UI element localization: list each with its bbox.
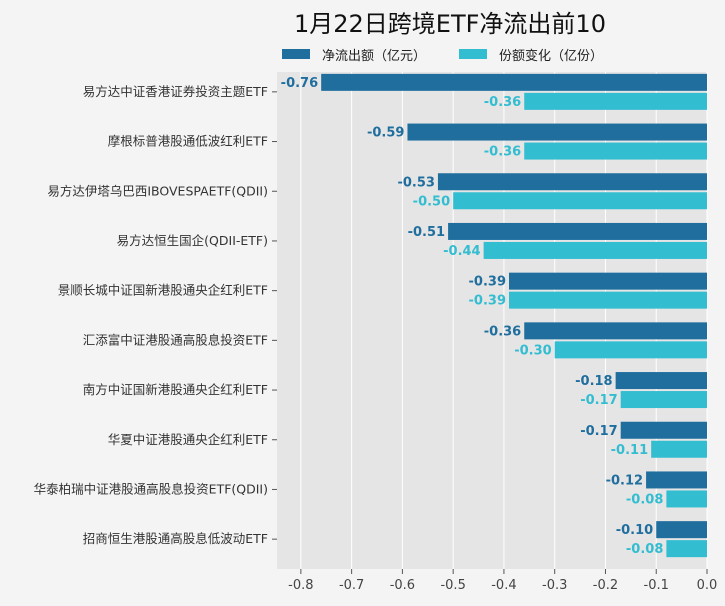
bar-net-outflow <box>656 521 707 539</box>
data-label: -0.17 <box>580 424 617 439</box>
legend-label-share-change: 份额变化（亿份） <box>499 48 603 64</box>
category-label: 摩根标普港股通低波红利ETF <box>108 134 268 149</box>
x-tick-label: -0.3 <box>542 578 567 593</box>
data-label: -0.76 <box>281 76 318 91</box>
category-label: 易方达伊塔乌巴西IBOVESPAETF(QDII) <box>47 183 268 198</box>
category-label: 华泰柏瑞中证港股通高股息投资ETF(QDII) <box>34 481 268 496</box>
data-label: -0.11 <box>611 443 648 458</box>
data-label: -0.39 <box>469 294 506 309</box>
data-label: -0.50 <box>413 194 450 209</box>
category-label: 南方中证国新港股通央企红利ETF <box>83 382 268 397</box>
category-label: 景顺长城中证国新港股通央企红利ETF <box>58 283 268 298</box>
data-label: -0.53 <box>397 175 434 190</box>
legend-swatch-share-change <box>459 49 487 59</box>
data-label: -0.08 <box>626 492 663 507</box>
x-tick-label: -0.8 <box>288 578 313 593</box>
data-label: -0.12 <box>606 473 643 488</box>
bar-net-outflow <box>437 173 707 191</box>
bar-share-change <box>620 391 707 409</box>
bar-net-outflow <box>524 322 707 340</box>
bar-share-change <box>524 142 707 160</box>
data-label: -0.36 <box>484 145 521 160</box>
bar-net-outflow <box>620 421 707 439</box>
legend-label-net-outflow: 净流出额（亿元） <box>322 49 426 64</box>
data-label: -0.10 <box>616 523 653 538</box>
bar-net-outflow <box>448 222 707 240</box>
x-tick-label: -0.7 <box>339 578 364 593</box>
data-label: -0.59 <box>367 126 404 141</box>
bar-net-outflow <box>509 272 707 290</box>
data-label: -0.08 <box>626 542 663 557</box>
legend-swatch-net-outflow <box>282 49 310 59</box>
bar-share-change <box>651 440 707 458</box>
x-tick-label: -0.6 <box>390 578 415 593</box>
data-label: -0.17 <box>580 393 617 408</box>
data-label: -0.30 <box>514 343 551 358</box>
data-label: -0.39 <box>469 275 506 290</box>
x-tick-label: 0.0 <box>697 578 718 593</box>
data-label: -0.51 <box>408 225 445 240</box>
bar-share-change <box>666 540 707 558</box>
bar-net-outflow <box>615 372 707 390</box>
x-tick-label: -0.2 <box>593 578 618 593</box>
bar-net-outflow <box>646 471 707 489</box>
data-label: -0.44 <box>443 244 480 259</box>
bar-net-outflow <box>321 73 707 91</box>
x-tick-label: -0.1 <box>644 578 669 593</box>
bar-share-change <box>483 241 707 259</box>
x-tick-label: -0.5 <box>440 578 465 593</box>
bar-net-outflow <box>407 123 707 141</box>
category-label: 汇添富中证港股通高股息投资ETF <box>83 332 268 347</box>
data-label: -0.36 <box>484 324 521 339</box>
x-tick-label: -0.4 <box>491 578 516 593</box>
category-label: 易方达恒生国企(QDII-ETF) <box>117 233 268 248</box>
data-label: -0.18 <box>575 374 612 389</box>
bar-share-change <box>524 92 707 110</box>
category-label: 易方达中证香港证券投资主题ETF <box>83 84 268 99</box>
chart-title: 1月22日跨境ETF净流出前10 <box>294 10 606 38</box>
bar-share-change <box>453 192 707 210</box>
bar-share-change <box>509 291 707 309</box>
bar-share-change <box>666 490 707 508</box>
category-label: 招商恒生港股通高股息低波动ETF <box>83 531 268 546</box>
bar-share-change <box>554 341 707 359</box>
category-label: 华夏中证港股通央企红利ETF <box>108 432 268 447</box>
data-label: -0.36 <box>484 95 521 110</box>
